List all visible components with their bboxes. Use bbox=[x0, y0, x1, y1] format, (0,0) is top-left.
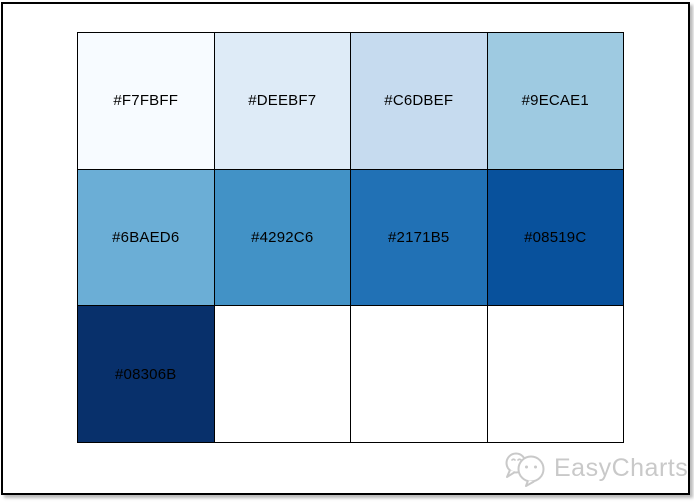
easycharts-wordmark: EasyCharts bbox=[554, 454, 689, 482]
palette-cell: #2171B5 bbox=[351, 169, 487, 306]
wechat-icon bbox=[503, 450, 547, 487]
palette-cell: #6BAED6 bbox=[78, 169, 214, 306]
palette-cell bbox=[487, 306, 623, 442]
palette-cell: #F7FBFF bbox=[78, 33, 214, 169]
palette-cell bbox=[351, 306, 487, 442]
palette-grid: #F7FBFF #DEEBF7 #C6DBEF #9ECAE1 #6BAED6 #4292… bbox=[77, 32, 624, 443]
easycharts-watermark: EasyCharts bbox=[503, 450, 688, 487]
palette-cell: #9ECAE1 bbox=[487, 33, 623, 169]
palette-cell: #DEEBF7 bbox=[214, 33, 350, 169]
palette-cell: #08306B bbox=[78, 306, 214, 442]
palette-cell: #C6DBEF bbox=[351, 33, 487, 169]
figure-frame: #F7FBFF #DEEBF7 #C6DBEF #9ECAE1 #6BAED6 #4292… bbox=[1, 2, 690, 495]
palette-cell: #4292C6 bbox=[214, 169, 350, 306]
palette-cell bbox=[214, 306, 350, 442]
palette-cell: #08519C bbox=[487, 169, 623, 306]
